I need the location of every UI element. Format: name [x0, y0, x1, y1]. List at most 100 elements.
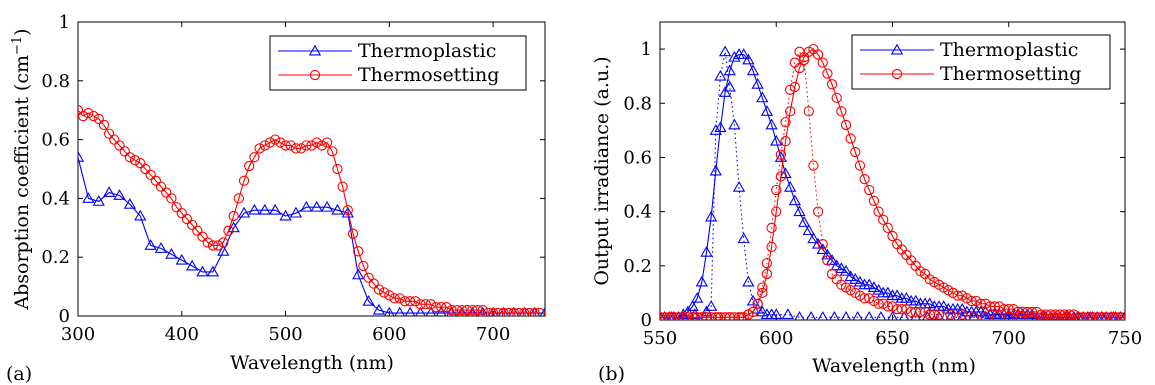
a-series-0-point — [341, 206, 354, 218]
b-series-2-point — [785, 106, 796, 117]
a-series-0-point — [134, 209, 147, 221]
a-series-1-point — [389, 293, 400, 304]
b-legend-marker — [890, 43, 904, 55]
b-x-axis-label: Wavelength (nm) — [812, 355, 976, 377]
b-legend-marker — [891, 68, 903, 80]
a-series-1-point — [264, 137, 276, 148]
a-series-1-point — [145, 169, 156, 181]
b-series-2-point — [826, 79, 838, 90]
a-legend-marker — [308, 44, 322, 56]
b-series-3-point — [761, 257, 773, 269]
b-series-1-point — [829, 310, 840, 320]
a-series-1-point — [83, 107, 94, 119]
a-series-1-point — [456, 304, 468, 316]
a-series-1-point — [238, 175, 250, 186]
a-x-tick-label: 400 — [165, 324, 199, 345]
a-series-1-point — [451, 304, 462, 316]
a-series-0-point — [279, 209, 292, 221]
b-series-3-point — [799, 54, 810, 66]
b-series-0-point — [718, 86, 732, 97]
b-series-0-point — [756, 91, 769, 103]
b-series-2-point — [975, 298, 986, 309]
a-series-1-point — [529, 307, 540, 316]
b-series-0-point — [891, 289, 904, 301]
b-series-3-point — [803, 106, 814, 117]
a-series-0-point — [310, 200, 323, 212]
a-series-1-point — [441, 302, 452, 313]
a-series-1-point — [155, 181, 167, 192]
b-series-1-point — [1119, 310, 1125, 320]
a-series-1-point — [119, 146, 130, 157]
b-series-0-point — [830, 259, 843, 271]
b-series-1-point — [709, 124, 722, 135]
b-series-0-point — [844, 270, 857, 282]
a-series-1-point — [270, 134, 281, 145]
a-series-1-point — [254, 143, 265, 154]
a-series-0-point — [404, 306, 416, 316]
b-panel-label: (b) — [598, 363, 625, 385]
b-series-2-point — [966, 295, 977, 307]
b-series-3-point — [859, 293, 870, 304]
a-series-1-point — [503, 307, 514, 316]
a-series-0-point — [362, 294, 375, 306]
a-series-0-point — [248, 203, 261, 215]
panel-b-irradiance-chart: 550 600 650 700 750 0 0.2 0.4 0.6 0.8 1 Wavelength … — [591, 21, 1142, 385]
a-series-0-point — [320, 200, 334, 212]
b-y-axis-label: Output irradiance (a.u.) — [591, 56, 613, 285]
b-series-1-point — [705, 300, 718, 311]
b-series-0-point — [770, 134, 783, 146]
b-series-1-point — [794, 310, 805, 320]
a-series-0-point — [269, 203, 282, 215]
a-series-1-point — [430, 302, 442, 313]
b-series-0-point — [900, 292, 913, 303]
a-series-1-point — [415, 299, 426, 310]
b-series-2-point — [878, 214, 889, 225]
b-series-1-point — [770, 308, 783, 320]
b-series-1-point — [732, 180, 746, 192]
a-series-1-point — [218, 237, 229, 248]
a-series-1-point — [519, 307, 530, 316]
a-legend-marker — [309, 69, 321, 81]
a-series-1-point — [181, 213, 193, 225]
b-series-0-point — [835, 262, 848, 273]
a-series-1-point — [129, 155, 141, 166]
a-series-1-point — [327, 146, 338, 157]
a-series-1-point — [378, 287, 390, 298]
b-series-0-point — [816, 243, 829, 255]
a-series-0-point — [78, 150, 85, 162]
b-series-0-point — [937, 300, 950, 311]
a-series-0-point — [352, 268, 365, 280]
a-x-tick-label: 500 — [268, 324, 302, 345]
a-legend-label: Thermoplastic — [358, 40, 496, 62]
a-y-tick-label: 1 — [59, 12, 70, 33]
b-series-0-point — [691, 292, 704, 303]
a-series-1-point — [124, 152, 136, 163]
b-series-3-point — [933, 309, 945, 320]
a-series-1-point — [140, 163, 151, 175]
a-series-1-point — [176, 207, 187, 219]
b-series-1-point — [1050, 310, 1061, 320]
a-series-1-point — [150, 175, 161, 186]
b-series-1-point — [957, 310, 968, 320]
b-series-3-point — [1038, 312, 1049, 320]
a-series-1-point — [399, 296, 411, 307]
a-series-0-point — [529, 306, 540, 316]
b-series-2-point — [864, 184, 875, 196]
a-series-1-point — [166, 193, 177, 204]
b-series-2-point — [836, 106, 847, 117]
b-series-0-point — [853, 275, 867, 287]
b-series-0-point — [923, 297, 936, 309]
a-series-0-point — [435, 306, 447, 316]
a-series-0-point — [467, 306, 478, 316]
b-series-1-point — [718, 45, 732, 57]
a-series-1-point — [353, 246, 364, 257]
b-series-0-point — [737, 48, 750, 59]
b-series-3-point — [957, 309, 968, 320]
a-series-1-point — [472, 304, 483, 316]
a-series-0-point — [508, 306, 520, 316]
b-series-3-point — [794, 46, 805, 57]
a-series-1-point — [301, 140, 312, 151]
b-series-2-point — [780, 136, 791, 147]
b-x-tick-label: 750 — [1108, 328, 1142, 349]
